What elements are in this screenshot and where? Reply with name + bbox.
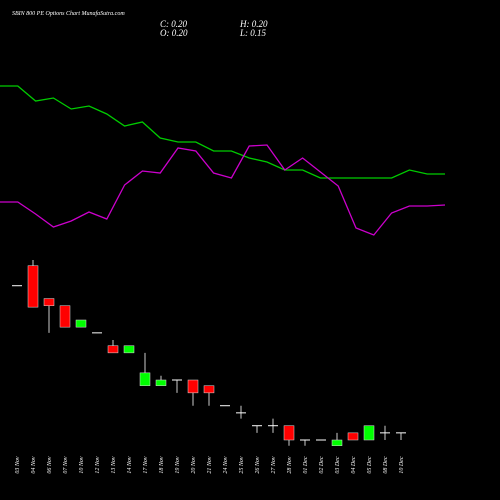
x-tick-label: 18 Nov (159, 456, 165, 474)
candle-body (75, 319, 87, 328)
candle-body (363, 425, 375, 441)
indicator-line (0, 85, 445, 179)
low-label: L: 0.15 (239, 28, 267, 38)
x-tick-label: 02 Dec (319, 456, 325, 473)
candle-body (59, 305, 71, 328)
x-tick-label: 10 Nov (79, 456, 85, 474)
candle-body (283, 425, 295, 441)
candle-body (107, 345, 119, 354)
chart-title: SBIN 800 PE Options Chart MunafaSutra.co… (12, 10, 125, 17)
x-tick-label: 10 Dec (399, 456, 405, 473)
x-tick-label: 19 Nov (175, 456, 181, 474)
x-tick-label: 06 Nov (47, 456, 53, 474)
candle-body (27, 265, 39, 308)
x-tick-label: 12 Nov (95, 456, 101, 474)
x-tick-label: 27 Nov (271, 456, 277, 474)
x-tick-label: 26 Nov (255, 456, 261, 474)
open-label: O: 0.20 (160, 28, 188, 38)
x-tick-label: 03 Nov (15, 456, 21, 474)
x-tick-label: 03 Dec (335, 456, 341, 473)
candle-body (139, 372, 151, 386)
close-label: C: 0.20 (160, 19, 188, 29)
x-tick-label: 20 Nov (191, 456, 197, 474)
x-tick-label: 01 Dec (303, 456, 309, 473)
x-tick-label: 08 Dec (383, 456, 389, 473)
x-tick-label: 25 Nov (239, 456, 245, 474)
x-tick-label: 24 Nov (222, 456, 229, 474)
candle-body (203, 385, 215, 394)
x-tick-label: 04 Dec (350, 456, 357, 473)
candle-body (347, 432, 359, 441)
candle-body (43, 298, 55, 306)
x-tick-label: 04 Nov (30, 456, 37, 474)
candle-body (123, 345, 135, 354)
x-tick-label: 14 Nov (126, 456, 133, 474)
candle-body (331, 439, 343, 446)
x-tick-label: 28 Nov (287, 456, 293, 474)
x-tick-label: 13 Nov (111, 456, 117, 474)
indicator-line (0, 144, 446, 236)
candle-body (187, 379, 199, 394)
candle-body (155, 379, 167, 386)
x-tick-label: 07 Nov (63, 456, 69, 474)
x-tick-label: 17 Nov (143, 456, 149, 474)
x-tick-label: 05 Dec (367, 456, 373, 473)
x-tick-label: 21 Nov (207, 456, 213, 474)
high-label: H: 0.20 (239, 19, 268, 29)
